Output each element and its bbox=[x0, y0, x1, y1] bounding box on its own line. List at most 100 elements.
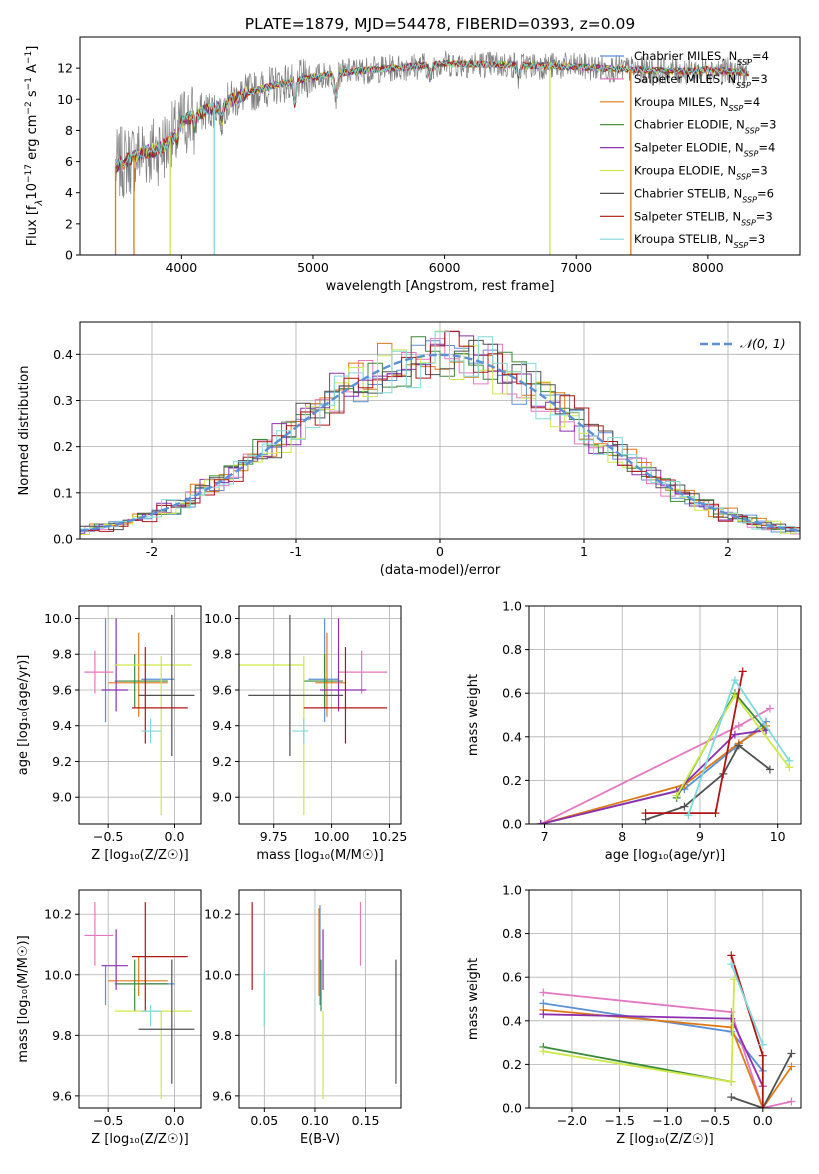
mass-vs-ebv-xlabel: E(B-V) bbox=[300, 1132, 340, 1147]
spectrum-ytick-label: 4 bbox=[65, 185, 73, 200]
weight-vs-Z-xtick-label: −1.0 bbox=[652, 1113, 682, 1128]
weight-point-marker bbox=[730, 676, 739, 685]
weight-vs-Z-frame bbox=[528, 889, 802, 1109]
mass-vs-Z-ytick-label: 9.6 bbox=[52, 1088, 72, 1103]
residuals-ytick-label: 0.2 bbox=[53, 439, 73, 454]
ylabel-part: ] bbox=[25, 46, 40, 51]
weight-point-marker bbox=[727, 951, 736, 960]
spectrum-ytick-label: 2 bbox=[65, 216, 73, 231]
mass-vs-Z-grid bbox=[79, 890, 201, 1108]
age-vs-Z-frame bbox=[78, 605, 202, 825]
age-vs-mass-ytick-label: 9.2 bbox=[212, 754, 232, 769]
weight-point-marker bbox=[536, 820, 545, 824]
residuals-xtick-label: -2 bbox=[146, 544, 158, 559]
legend-n: =3 bbox=[751, 72, 768, 86]
ylabel-part: −17 bbox=[24, 164, 34, 183]
weight-series-line bbox=[730, 963, 764, 1046]
residuals-xtick-label: 2 bbox=[724, 544, 732, 559]
ylabel-part: λ bbox=[34, 200, 45, 207]
ylabel-part: −1 bbox=[24, 51, 34, 64]
residuals-xtick-label: 1 bbox=[580, 544, 588, 559]
weight-point-marker bbox=[758, 1040, 767, 1049]
age-vs-mass-plot-area bbox=[239, 614, 388, 816]
weight-vs-age-ytick-label: 0.4 bbox=[502, 729, 522, 744]
spectrum-frame bbox=[79, 36, 801, 256]
legend-label: Salpeter MILES, NSSP=3 bbox=[634, 72, 768, 90]
legend-subscript: SSP bbox=[737, 58, 752, 67]
legend-label: Chabrier STELIB, NSSP=6 bbox=[634, 186, 774, 204]
weight-point-marker bbox=[734, 721, 743, 730]
legend-n: =4 bbox=[743, 95, 760, 109]
ylabel-part: A bbox=[25, 64, 40, 77]
weight-point-marker bbox=[765, 765, 774, 774]
mass-vs-ebv-xtick-label: 0.05 bbox=[250, 1113, 278, 1128]
weight-vs-Z-xtick-label: 0.0 bbox=[753, 1113, 773, 1128]
legend-label: Salpeter STELIB, NSSP=3 bbox=[634, 209, 773, 227]
weight-vs-Z-ytick-label: 1.0 bbox=[502, 883, 522, 898]
mass-vs-Z-ytick-label: 10.2 bbox=[44, 907, 72, 922]
spectrum-ytick-label: 6 bbox=[65, 154, 73, 169]
age-vs-mass-ytick-label: 9.0 bbox=[212, 790, 232, 805]
age-vs-mass-ytick-label: 10.0 bbox=[204, 611, 232, 626]
age-vs-Z-ytick-label: 9.4 bbox=[52, 718, 72, 733]
legend-subscript: SSP bbox=[734, 241, 749, 250]
age-vs-Z-xlabel: Z [log₁₀(Z/Z☉)] bbox=[91, 848, 188, 863]
legend-model-name: Kroupa MILES, N bbox=[634, 95, 729, 109]
weight-point-marker bbox=[680, 802, 689, 811]
legend-model-name: Salpeter ELODIE, N bbox=[634, 141, 744, 155]
weight-vs-age-grid bbox=[529, 605, 801, 825]
spectrum-xlabel: wavelength [Angstrom, rest frame] bbox=[326, 279, 555, 294]
legend-model-name: Chabrier STELIB, N bbox=[634, 186, 742, 200]
weight-vs-Z-ytick-label: 0.0 bbox=[502, 1101, 522, 1116]
mass-vs-ebv-plot-area bbox=[251, 902, 397, 1099]
weight-series-line bbox=[543, 1013, 764, 1087]
weight-vs-Z-xtick-label: −1.5 bbox=[604, 1113, 634, 1128]
mass-vs-Z-xtick-label: 0.0 bbox=[165, 1113, 185, 1128]
legend-n: =3 bbox=[748, 232, 765, 246]
weight-vs-Z-axes: −2.0 −1.5 −1.0 −0.5 0.0 0.0 0.2 0.4 0.6 0.8 1.0 Z [… bbox=[466, 883, 802, 1147]
legend-model-name: Kroupa ELODIE, N bbox=[634, 164, 736, 178]
spectrum-ytick-label: 10 bbox=[57, 92, 73, 107]
residual-histogram bbox=[80, 331, 800, 533]
age-vs-mass-frame bbox=[238, 605, 402, 825]
gaussian-legend-label: 𝒩(0, 1) bbox=[740, 336, 786, 351]
figure-title: PLATE=1879, MJD=54478, FIBERID=0393, z=0… bbox=[245, 15, 635, 33]
weight-vs-Z-ytick-label: 0.4 bbox=[502, 1013, 522, 1028]
mass-vs-Z-ylabel: mass [log₁₀(M/M☉)] bbox=[16, 935, 31, 1062]
weight-vs-age-axes: 7 8 9 10 0.0 0.2 0.4 0.6 0.8 1.0 age [log₁₀(age/yr… bbox=[466, 599, 802, 863]
weight-vs-age-ytick-label: 0.6 bbox=[502, 686, 522, 701]
weight-vs-Z-plot-area bbox=[539, 951, 796, 1108]
spectrum-plot-area bbox=[114, 50, 750, 255]
legend-label: Kroupa ELODIE, NSSP=3 bbox=[634, 164, 768, 182]
legend-n: =3 bbox=[756, 209, 773, 223]
age-vs-Z-xtick-label: −0.5 bbox=[93, 829, 123, 844]
weight-vs-Z-ytick-label: 0.6 bbox=[502, 970, 522, 985]
mass-vs-ebv-ytick-label: 9.6 bbox=[212, 1088, 232, 1103]
legend-label: Kroupa STELIB, NSSP=3 bbox=[634, 232, 765, 250]
weight-point-marker bbox=[787, 1062, 796, 1071]
weight-vs-age-plot-area bbox=[536, 667, 794, 824]
ylabel-part: Flux [f bbox=[25, 205, 40, 246]
weight-vs-age-xtick-label: 9 bbox=[696, 829, 704, 844]
legend-n: =6 bbox=[757, 186, 774, 200]
ylabel-part: s bbox=[25, 90, 40, 101]
weight-series-line bbox=[540, 725, 767, 824]
mass-vs-Z-ytick-label: 10.0 bbox=[44, 967, 72, 982]
residuals-ytick-label: 0.4 bbox=[53, 347, 73, 362]
legend-subscript: SSP bbox=[741, 218, 756, 227]
weight-point-marker bbox=[672, 791, 681, 800]
weight-point-marker bbox=[727, 960, 736, 969]
spectrum-xtick-label: 8000 bbox=[692, 260, 724, 275]
residual-histogram bbox=[80, 330, 800, 532]
legend-model-name: Chabrier ELODIE, N bbox=[634, 118, 745, 132]
weight-point-marker bbox=[711, 809, 720, 818]
age-vs-Z-ytick-label: 9.0 bbox=[52, 790, 72, 805]
residuals-xlabel: (data-model)/error bbox=[380, 563, 501, 578]
mass-vs-ebv-ytick-label: 10.0 bbox=[204, 967, 232, 982]
residuals-xtick-label: 0 bbox=[436, 544, 444, 559]
legend-subscript: SSP bbox=[742, 195, 757, 204]
spectrum-ytick-label: 0 bbox=[65, 248, 73, 263]
weight-vs-age-xlabel: age [log₁₀(age/yr)] bbox=[605, 848, 726, 863]
spectrum-axes: 4000 5000 6000 7000 8000 0 2 4 6 8 10 12 wavelength … bbox=[24, 36, 801, 294]
age-vs-Z-plot-area bbox=[84, 614, 195, 816]
